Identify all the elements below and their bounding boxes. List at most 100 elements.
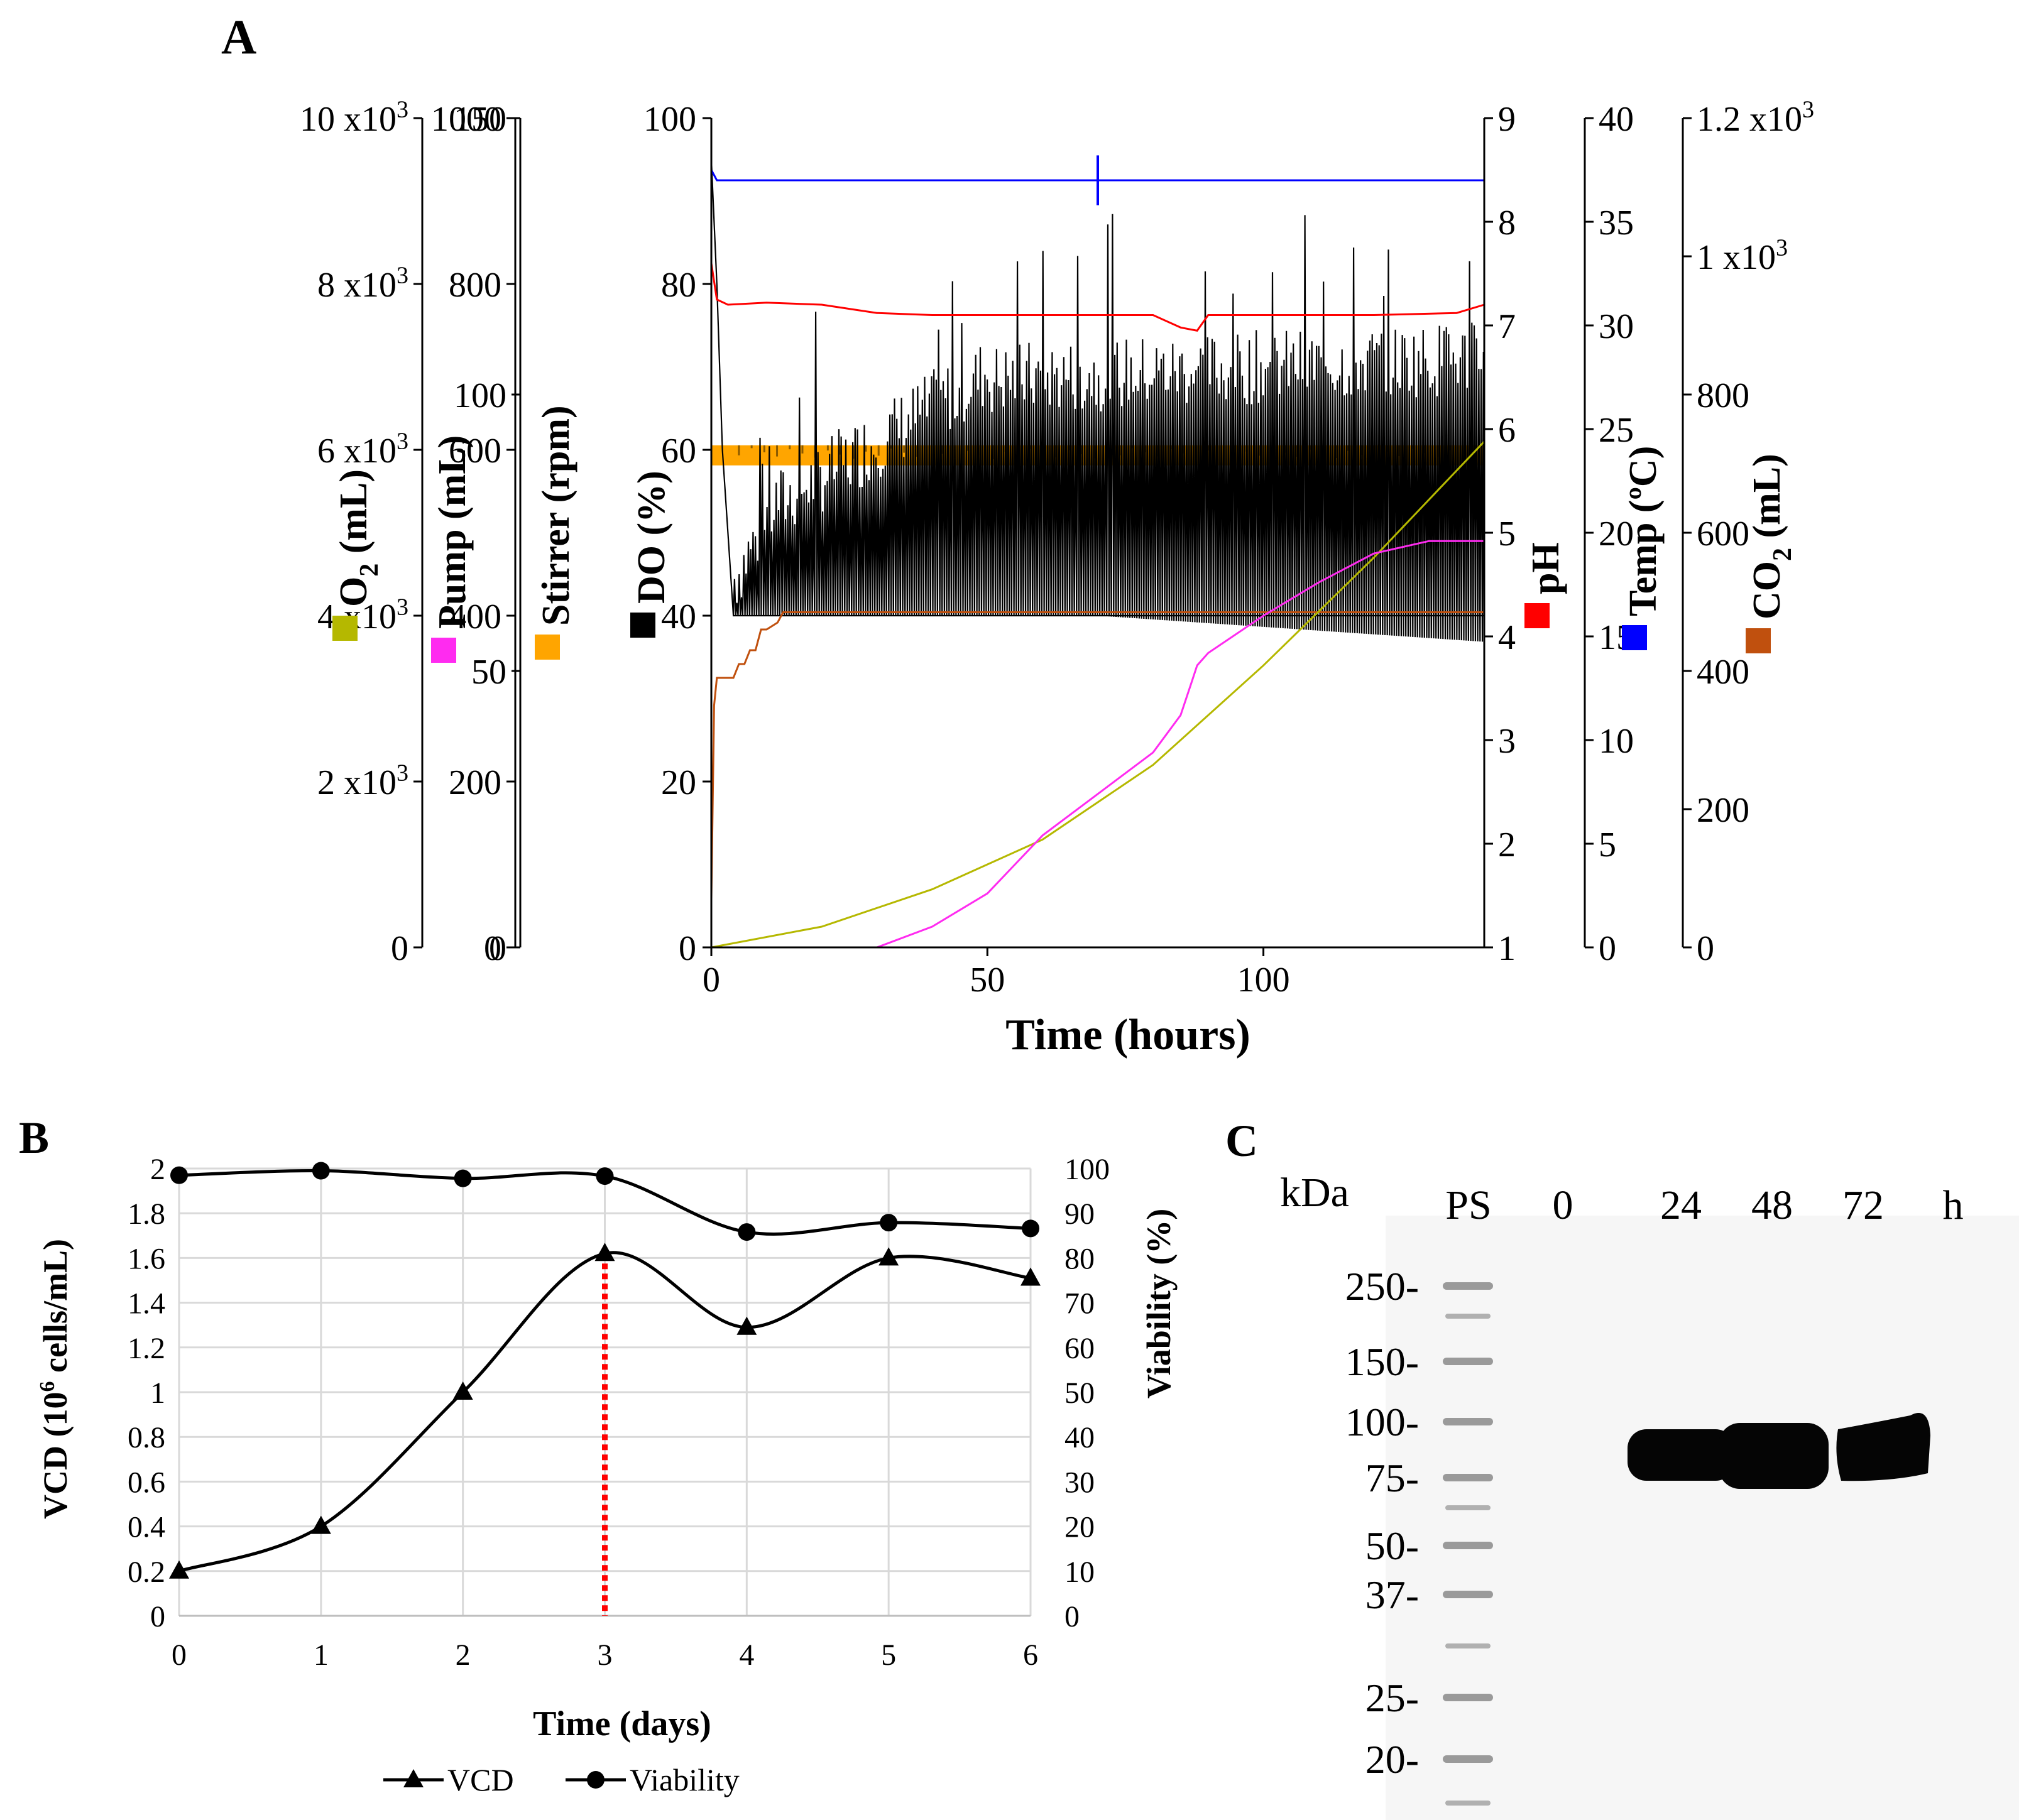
blot-lane-label: 0 [1553, 1182, 1573, 1228]
ph-tick-label: 7 [1498, 307, 1516, 346]
viability-point [880, 1214, 898, 1232]
pump-tick-label: 1000 [431, 100, 501, 139]
vcd-point [169, 1560, 189, 1579]
o2-axis-title: O2 (mL) [332, 469, 384, 641]
x-tick-label: 0 [703, 961, 720, 1000]
blot-marker-label: 25- [1365, 1676, 1419, 1720]
temp-tick-label: 40 [1599, 100, 1634, 139]
pump-axis-title: Pump (mL) [431, 435, 474, 663]
viability-point [170, 1166, 188, 1184]
b-plot: 00.20.40.60.811.21.41.61.820 1 2 3 4 5 6010203… [128, 1153, 1110, 1672]
temp-axis-title-color-key [1622, 625, 1647, 650]
do-axis-title-color-key [630, 613, 655, 638]
band-24h [1628, 1429, 1734, 1481]
ladder-band [1443, 1694, 1493, 1701]
pump-series-line [877, 540, 1484, 949]
ladder-band-faint [1445, 1801, 1491, 1806]
vcd-point [736, 1316, 757, 1335]
b-x-tick-label: 3 [598, 1638, 613, 1672]
b-y-tick-label: 1.6 [128, 1242, 165, 1275]
b-y-tick-label: 2 [150, 1153, 165, 1186]
co2-tick-label: 1.2 x103 [1697, 97, 1814, 139]
b-y-tick-label: 0.6 [128, 1466, 165, 1499]
ph-tick-label: 8 [1498, 204, 1516, 242]
b-y2-tick-label: 20 [1064, 1511, 1095, 1544]
panel-a-series [710, 155, 1486, 949]
ph-tick-label: 4 [1498, 618, 1516, 657]
x-tick-label: 50 [970, 961, 1005, 1000]
o2-tick-label: 0 [391, 929, 408, 968]
a-x-axis-title: Time (hours) [1005, 1011, 1250, 1059]
b-y-tick-label: 1 [150, 1376, 165, 1410]
stirrer-tick-label: 150 [454, 100, 506, 139]
stirrer-tick-label: 100 [454, 376, 506, 415]
pump-tick-label: 600 [449, 432, 501, 471]
co2-tick-label: 200 [1697, 791, 1749, 830]
ladder-band [1443, 1591, 1493, 1598]
do-series-line [710, 159, 1484, 642]
b-y2-tick-label: 40 [1064, 1421, 1095, 1454]
o2-axis-title-text: O2 (mL) [332, 469, 384, 607]
b-y2-tick-label: 30 [1064, 1466, 1095, 1499]
co2-tick-label: 400 [1697, 653, 1749, 692]
do-tick-label: 100 [643, 100, 696, 139]
co2-tick-label: 0 [1697, 929, 1714, 968]
viability-point [312, 1162, 330, 1180]
o2-series-line [711, 440, 1486, 949]
band-72h [1836, 1413, 1930, 1481]
ph-tick-label: 6 [1498, 411, 1516, 450]
legend-vcd-marker [403, 1769, 424, 1787]
ladder-band-faint [1445, 1643, 1491, 1648]
blot-marker-label: 20- [1365, 1737, 1419, 1782]
viability-point [1022, 1219, 1039, 1238]
viability-point [738, 1223, 756, 1241]
co2-tick-label: 1 x103 [1697, 235, 1788, 277]
ladder-band [1443, 1418, 1493, 1425]
do-axis-title-text: DO (%) [630, 471, 673, 604]
temp-tick-label: 35 [1599, 204, 1634, 242]
b-x-axis-title: Time (days) [533, 1704, 711, 1743]
legend-viability-marker [587, 1771, 605, 1789]
pump-axis-title-color-key [431, 638, 456, 663]
b-x-tick-label: 0 [172, 1638, 187, 1672]
stirrer-tick-label: 0 [489, 929, 506, 968]
viability-point [454, 1169, 472, 1187]
b-y2-tick-label: 50 [1064, 1376, 1095, 1410]
vcd-point [310, 1515, 331, 1534]
panel-b-label: B [19, 1113, 49, 1163]
ph-tick-label: 9 [1498, 100, 1516, 139]
pump-tick-label: 0 [484, 929, 501, 968]
ladder-band [1443, 1755, 1493, 1763]
b-y-tick-label: 1.4 [128, 1287, 165, 1321]
panel-c-label: C [1225, 1116, 1258, 1166]
ladder-band [1443, 1542, 1493, 1549]
blot-marker-label: 150- [1345, 1339, 1419, 1384]
do-tick-label: 20 [661, 763, 696, 802]
o2-tick-label: 6 x103 [317, 428, 408, 471]
ladder-band [1443, 1358, 1493, 1365]
o2-tick-label: 2 x103 [317, 760, 408, 802]
b-y-tick-label: 0.8 [128, 1421, 165, 1454]
blot-lane-label: h [1943, 1182, 1964, 1228]
b-y2-axis-title: Viability (%) [1140, 1209, 1178, 1398]
ph-axis-title-text: pH [1524, 542, 1567, 594]
temp-tick-label: 10 [1599, 722, 1634, 761]
pump-axis-title-text: Pump (mL) [431, 435, 474, 629]
b-y-tick-label: 0.4 [128, 1511, 165, 1544]
co2-series-line [710, 611, 1484, 900]
b-y-tick-label: 0.2 [128, 1556, 165, 1589]
temp-tick-label: 0 [1599, 929, 1616, 968]
ladder-band-faint [1445, 1505, 1491, 1510]
blot-membrane [1386, 1216, 2019, 1820]
blot-marker-label: 100- [1345, 1400, 1419, 1444]
ph-tick-label: 1 [1498, 929, 1516, 968]
ladder-band [1443, 1282, 1493, 1290]
temp-axis-title: Temp (ºC) [1622, 446, 1665, 650]
temp-tick-label: 20 [1599, 515, 1634, 553]
vcd-point [594, 1243, 615, 1261]
pump-tick-label: 200 [449, 763, 501, 802]
b-y-tick-label: 1.8 [128, 1197, 165, 1231]
